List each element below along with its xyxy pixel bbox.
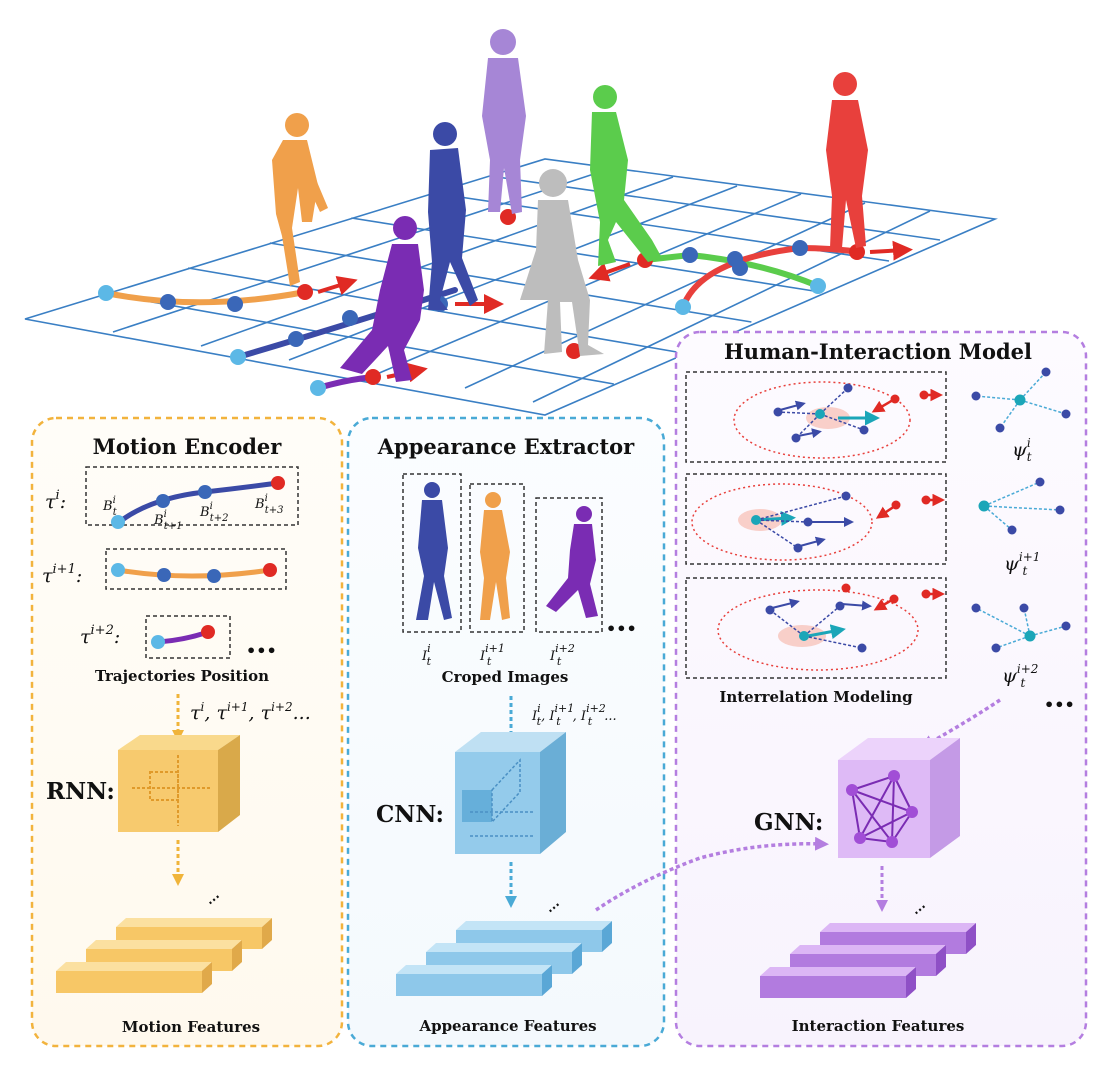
trajectory-navy bbox=[235, 287, 458, 360]
appearance-ellipsis: ••• bbox=[606, 619, 637, 638]
person-red bbox=[826, 72, 868, 248]
appearance-feature-bars bbox=[396, 921, 612, 996]
cnn-label: CNN: bbox=[376, 801, 444, 828]
appearance-features-label: Appearance Features bbox=[418, 1017, 596, 1035]
tau-i1-label: τi+1: bbox=[42, 562, 82, 587]
trajectory-box-i2 bbox=[145, 615, 231, 659]
interrelation-box-3 bbox=[685, 577, 947, 679]
b-t1-label: Bi t+1 bbox=[153, 509, 183, 532]
gnn-label: GNN: bbox=[754, 809, 823, 836]
psi-t1-label: ψi+1 t bbox=[1004, 550, 1040, 578]
b-t3-label: Bi t+3 bbox=[254, 493, 284, 516]
b-t2-label: Bi t+2 bbox=[199, 501, 229, 524]
b-t-label: Bi t bbox=[102, 495, 118, 518]
interrelation-box-1 bbox=[685, 371, 947, 463]
motion-encoder-title: Motion Encoder bbox=[93, 434, 283, 459]
interrelation-box-2 bbox=[685, 473, 947, 565]
motion-features-label: Motion Features bbox=[122, 1018, 260, 1036]
i-t1-label: Ii+1 t bbox=[479, 642, 505, 668]
appearance-extractor-title: Appearance Extractor bbox=[377, 434, 635, 459]
psi-t2-label: ψi+2 t bbox=[1002, 662, 1038, 690]
croped-images-caption: Croped Images bbox=[442, 668, 569, 686]
trajectory-red bbox=[680, 244, 863, 310]
cropped-image-3 bbox=[535, 497, 603, 633]
trajectories-position-caption: Trajectories Position bbox=[95, 667, 269, 685]
rnn-label: RNN: bbox=[46, 778, 115, 805]
interrelation-modeling-caption: Interrelation Modeling bbox=[719, 688, 913, 706]
i-t2-label: Ii+2 t bbox=[549, 642, 575, 668]
trajectory-box-i1 bbox=[105, 548, 287, 590]
person-gray bbox=[520, 169, 604, 356]
tau-i-label: τi: bbox=[45, 488, 66, 513]
cropped-image-1 bbox=[402, 473, 462, 633]
cropped-image-2 bbox=[469, 483, 525, 633]
motion-ellipsis: ••• bbox=[246, 641, 277, 660]
interaction-ellipsis: ••• bbox=[1044, 695, 1075, 714]
person-navy bbox=[428, 122, 478, 310]
person-purple bbox=[340, 216, 424, 382]
trajectory-orange bbox=[103, 289, 308, 306]
tau-i2-label: τi+2: bbox=[80, 623, 120, 648]
tau-sequence-label: τi, τi+1, τi+2... bbox=[190, 700, 311, 724]
i-sequence-label: Ii t, Ii+1 t, Ii+2 t... bbox=[531, 702, 617, 728]
person-lavender bbox=[482, 29, 526, 214]
interaction-features-label: Interaction Features bbox=[792, 1017, 965, 1035]
motion-feature-bars bbox=[56, 918, 272, 993]
rnn-cube bbox=[118, 735, 240, 832]
graph-psi-2 bbox=[978, 477, 1065, 535]
trajectory-box-i bbox=[85, 466, 299, 529]
i-t-label: Ii t bbox=[421, 642, 432, 668]
person-orange bbox=[272, 113, 328, 286]
gnn-cube bbox=[838, 738, 960, 858]
appearance-to-gnn-arrow bbox=[595, 836, 829, 912]
graph-psi-1 bbox=[971, 367, 1071, 433]
graph-psi-3 bbox=[971, 603, 1071, 653]
psi-t-label: ψi t bbox=[1012, 436, 1032, 464]
interaction-feature-bars bbox=[760, 923, 976, 998]
human-interaction-title: Human-Interaction Model bbox=[724, 339, 1032, 364]
cnn-cube bbox=[455, 732, 566, 854]
person-green bbox=[590, 85, 662, 266]
motion-encoder-panel bbox=[30, 416, 344, 1048]
